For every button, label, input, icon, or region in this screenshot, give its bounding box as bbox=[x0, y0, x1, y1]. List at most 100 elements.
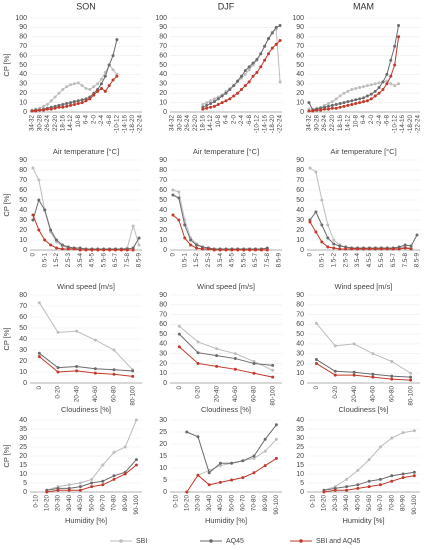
point bbox=[350, 99, 354, 103]
point bbox=[385, 82, 389, 86]
point bbox=[232, 84, 236, 88]
point bbox=[338, 102, 342, 106]
point bbox=[96, 248, 100, 252]
x-tick-label: 10-20 bbox=[43, 495, 50, 512]
point bbox=[137, 236, 141, 240]
point bbox=[358, 86, 362, 90]
point bbox=[270, 46, 274, 50]
y-tick-label: 20 bbox=[19, 227, 27, 234]
point bbox=[111, 54, 115, 58]
x-tick-label: 18-16 bbox=[59, 115, 66, 132]
point bbox=[45, 107, 49, 111]
x-tick-label: 60-70 bbox=[239, 495, 246, 512]
point bbox=[196, 340, 200, 344]
y-tick-label: 50 bbox=[159, 62, 167, 69]
x-tick-label: 6-4 bbox=[223, 115, 230, 125]
point bbox=[345, 477, 349, 481]
y-axis-label: CP [%] bbox=[2, 53, 11, 76]
point bbox=[206, 247, 210, 251]
point bbox=[131, 369, 135, 373]
y-tick-label: 40 bbox=[159, 207, 167, 214]
point bbox=[415, 233, 419, 237]
point bbox=[239, 74, 243, 78]
point bbox=[123, 445, 127, 449]
y-tick-label: 60 bbox=[159, 52, 167, 59]
point bbox=[354, 102, 358, 106]
point bbox=[266, 37, 270, 41]
point bbox=[220, 94, 224, 98]
y-tick-label: 50 bbox=[296, 62, 304, 69]
y-tick-label: 30 bbox=[296, 351, 304, 358]
point bbox=[271, 368, 275, 372]
y-tick-label: 70 bbox=[296, 311, 304, 318]
point bbox=[393, 84, 397, 88]
point bbox=[259, 65, 263, 69]
point bbox=[196, 361, 200, 365]
legend-label: SBI bbox=[136, 538, 147, 545]
point bbox=[185, 430, 189, 434]
panel-title: SON bbox=[76, 1, 96, 11]
point bbox=[216, 102, 220, 106]
point bbox=[377, 91, 381, 95]
x-tick-label: 30-28 bbox=[176, 115, 183, 132]
point bbox=[61, 87, 65, 91]
point bbox=[271, 363, 275, 367]
y-tick-label: 40 bbox=[296, 417, 304, 424]
point bbox=[326, 107, 330, 111]
y-tick-label: 5 bbox=[300, 480, 304, 487]
x-axis-label: Air temperature [°C] bbox=[193, 147, 259, 156]
y-tick-label: 70 bbox=[296, 43, 304, 50]
y-tick-label: 90 bbox=[159, 292, 167, 299]
x-tick-label: 60-80 bbox=[111, 386, 118, 403]
point bbox=[314, 170, 318, 174]
point bbox=[338, 244, 342, 248]
point bbox=[76, 102, 80, 106]
point bbox=[242, 248, 246, 252]
point bbox=[218, 480, 222, 484]
point bbox=[45, 102, 49, 106]
point bbox=[251, 74, 255, 78]
point bbox=[93, 371, 97, 375]
point bbox=[207, 471, 211, 475]
point bbox=[215, 364, 219, 368]
y-tick-label: 15 bbox=[19, 462, 27, 469]
point bbox=[252, 471, 256, 475]
point bbox=[233, 352, 237, 356]
x-tick-label: -6-8 bbox=[246, 115, 253, 127]
y-tick-label: 60 bbox=[19, 52, 27, 59]
point bbox=[378, 445, 382, 449]
point bbox=[323, 107, 327, 111]
point bbox=[412, 474, 416, 478]
y-tick-label: 60 bbox=[296, 321, 304, 328]
point bbox=[352, 370, 356, 374]
point bbox=[236, 91, 240, 95]
point bbox=[263, 449, 267, 453]
point bbox=[358, 97, 362, 101]
y-tick-label: 0 bbox=[23, 489, 27, 496]
point bbox=[90, 248, 94, 252]
point bbox=[243, 69, 247, 73]
x-tick-label: 20-40 bbox=[351, 386, 358, 403]
y-tick-label: 30 bbox=[159, 217, 167, 224]
point bbox=[278, 24, 282, 28]
point bbox=[103, 89, 107, 93]
point bbox=[66, 247, 70, 251]
y-tick-label: 90 bbox=[296, 24, 304, 31]
y-tick-label: 20 bbox=[19, 90, 27, 97]
y-tick-label: 5 bbox=[23, 480, 27, 487]
point bbox=[61, 102, 65, 106]
point bbox=[185, 490, 189, 494]
y-tick-label: 10 bbox=[296, 471, 304, 478]
point bbox=[78, 248, 82, 252]
y-tick-label: 80 bbox=[159, 34, 167, 41]
point bbox=[356, 483, 360, 487]
point bbox=[69, 101, 73, 105]
x-tick-label: 4.5-5 bbox=[229, 253, 236, 268]
point bbox=[134, 463, 138, 467]
point bbox=[207, 483, 211, 487]
y-tick-label: 80 bbox=[19, 167, 27, 174]
y-tick-label: 40 bbox=[296, 341, 304, 348]
y-tick-label: 90 bbox=[159, 157, 167, 164]
point bbox=[330, 106, 334, 110]
point bbox=[34, 109, 38, 113]
